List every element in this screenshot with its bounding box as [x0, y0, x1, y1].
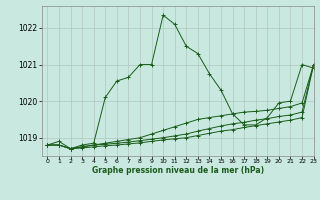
X-axis label: Graphe pression niveau de la mer (hPa): Graphe pression niveau de la mer (hPa)	[92, 166, 264, 175]
